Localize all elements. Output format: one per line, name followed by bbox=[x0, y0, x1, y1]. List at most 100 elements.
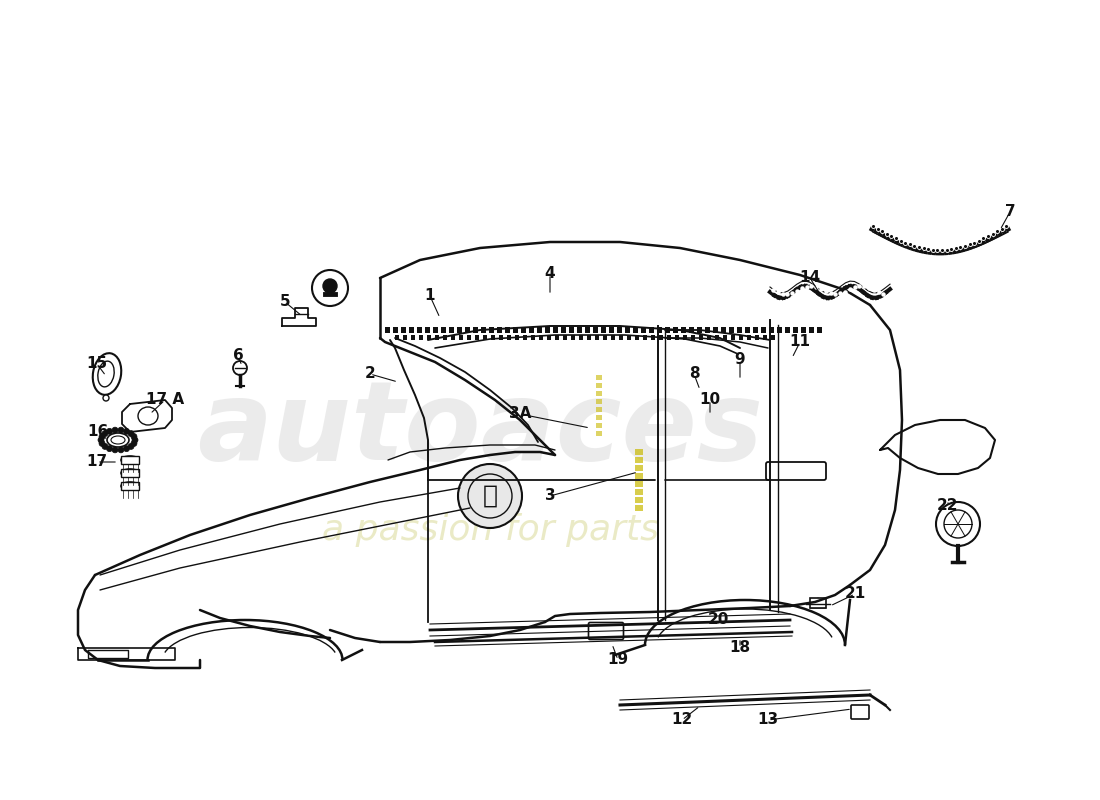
Bar bbox=[635, 449, 643, 455]
Bar bbox=[644, 335, 647, 340]
Bar bbox=[456, 327, 462, 333]
Circle shape bbox=[112, 427, 118, 433]
Bar bbox=[681, 327, 686, 333]
Circle shape bbox=[131, 434, 138, 439]
Bar bbox=[698, 335, 703, 340]
Circle shape bbox=[102, 430, 108, 437]
Bar bbox=[817, 327, 822, 333]
Bar bbox=[769, 327, 774, 333]
Bar bbox=[490, 327, 494, 333]
Text: 6: 6 bbox=[232, 349, 243, 363]
Bar bbox=[635, 473, 643, 479]
Bar bbox=[697, 327, 702, 333]
Text: 16: 16 bbox=[87, 425, 109, 439]
Bar bbox=[723, 335, 727, 340]
Bar bbox=[121, 469, 139, 477]
Bar bbox=[610, 335, 615, 340]
Circle shape bbox=[107, 446, 112, 452]
Bar bbox=[635, 497, 643, 503]
Bar bbox=[121, 456, 139, 464]
Bar bbox=[427, 335, 431, 340]
Bar bbox=[537, 327, 542, 333]
Bar bbox=[473, 327, 478, 333]
Circle shape bbox=[98, 437, 104, 443]
Bar bbox=[737, 327, 742, 333]
Bar bbox=[121, 482, 139, 490]
Text: 17 A: 17 A bbox=[146, 393, 184, 407]
Circle shape bbox=[936, 502, 980, 546]
Bar bbox=[419, 335, 424, 340]
Bar bbox=[465, 327, 470, 333]
Ellipse shape bbox=[121, 482, 139, 490]
Circle shape bbox=[99, 434, 104, 439]
Bar bbox=[649, 327, 654, 333]
Bar bbox=[593, 327, 598, 333]
Bar bbox=[596, 391, 602, 396]
Circle shape bbox=[118, 447, 124, 453]
Ellipse shape bbox=[121, 469, 139, 477]
Circle shape bbox=[112, 447, 118, 453]
Text: 3: 3 bbox=[544, 489, 556, 503]
Text: a passion for parts: a passion for parts bbox=[321, 513, 659, 547]
Bar bbox=[529, 327, 534, 333]
Bar bbox=[603, 335, 607, 340]
Circle shape bbox=[233, 361, 248, 375]
Bar bbox=[451, 335, 455, 340]
Circle shape bbox=[312, 270, 348, 306]
Bar bbox=[468, 335, 471, 340]
Bar bbox=[491, 335, 495, 340]
Ellipse shape bbox=[121, 456, 139, 464]
Bar bbox=[595, 335, 600, 340]
Bar bbox=[720, 327, 726, 333]
Bar bbox=[761, 327, 766, 333]
Bar bbox=[433, 327, 438, 333]
Bar bbox=[659, 335, 663, 340]
Bar bbox=[507, 335, 512, 340]
Bar bbox=[745, 327, 750, 333]
Bar bbox=[810, 598, 826, 608]
Bar bbox=[691, 335, 695, 340]
Bar bbox=[434, 335, 439, 340]
Text: 8: 8 bbox=[689, 366, 700, 382]
Circle shape bbox=[132, 437, 138, 443]
Bar bbox=[563, 335, 566, 340]
Text: 5: 5 bbox=[279, 294, 290, 310]
Text: 19: 19 bbox=[607, 653, 628, 667]
Bar bbox=[579, 335, 583, 340]
Bar bbox=[675, 335, 679, 340]
Bar bbox=[777, 327, 782, 333]
Bar bbox=[673, 327, 678, 333]
Ellipse shape bbox=[107, 433, 129, 447]
Bar bbox=[539, 335, 543, 340]
Text: 9: 9 bbox=[735, 353, 746, 367]
FancyBboxPatch shape bbox=[851, 705, 869, 719]
Bar bbox=[666, 327, 670, 333]
Bar bbox=[481, 327, 486, 333]
Bar bbox=[713, 327, 718, 333]
Bar bbox=[617, 327, 621, 333]
Bar bbox=[547, 335, 551, 340]
Circle shape bbox=[103, 395, 109, 401]
Bar bbox=[747, 335, 751, 340]
Circle shape bbox=[131, 441, 138, 446]
Bar bbox=[808, 327, 814, 333]
Bar bbox=[705, 327, 710, 333]
Text: Ⓟ: Ⓟ bbox=[483, 484, 497, 508]
Circle shape bbox=[107, 428, 112, 434]
Bar bbox=[475, 335, 478, 340]
Bar bbox=[596, 399, 602, 404]
Bar bbox=[553, 327, 558, 333]
Bar bbox=[505, 327, 510, 333]
Bar bbox=[667, 335, 671, 340]
Bar bbox=[402, 327, 406, 333]
Bar bbox=[441, 327, 446, 333]
Circle shape bbox=[123, 428, 130, 434]
Bar bbox=[715, 335, 719, 340]
Bar bbox=[651, 335, 654, 340]
Text: 12: 12 bbox=[671, 713, 693, 727]
Bar bbox=[417, 327, 422, 333]
Text: 10: 10 bbox=[700, 393, 720, 407]
Text: autoaces: autoaces bbox=[197, 377, 763, 483]
Bar bbox=[385, 327, 390, 333]
Bar bbox=[596, 415, 602, 420]
